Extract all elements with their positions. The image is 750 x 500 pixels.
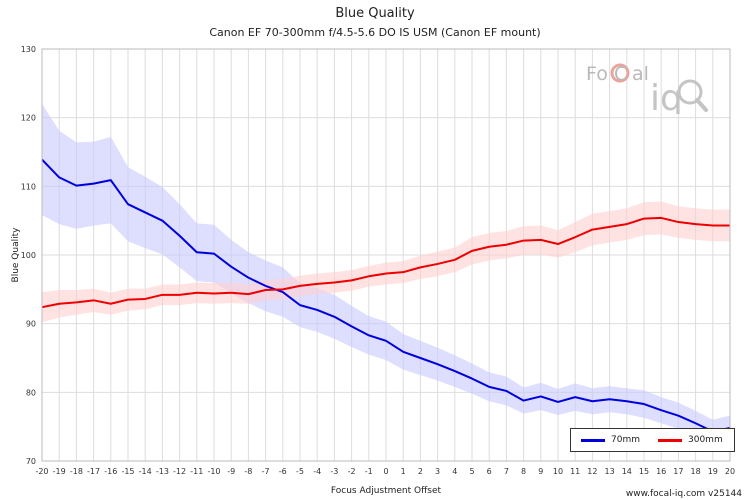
x-tick-label: 4 bbox=[452, 467, 457, 476]
x-tick-label: 19 bbox=[708, 467, 718, 476]
x-tick-label: -11 bbox=[190, 467, 203, 476]
x-tick-label: 5 bbox=[469, 467, 474, 476]
x-tick-label: -15 bbox=[121, 467, 134, 476]
y-axis-ticks: 70 80 90 100 110 120 130 bbox=[21, 45, 36, 466]
x-tick-label: -1 bbox=[365, 467, 373, 476]
x-tick-label: -7 bbox=[262, 467, 270, 476]
x-tick-label: 8 bbox=[521, 467, 526, 476]
y-tick-label: 90 bbox=[26, 320, 36, 329]
x-tick-label: -9 bbox=[227, 467, 235, 476]
credit-text: www.focal-iq.com v25144 bbox=[625, 489, 742, 499]
series-line-70mm bbox=[41, 158, 731, 433]
chart-subtitle: Canon EF 70-300mm f/4.5-5.6 DO IS USM (C… bbox=[209, 26, 541, 39]
x-tick-label: 17 bbox=[673, 467, 683, 476]
x-tick-label: -17 bbox=[87, 467, 100, 476]
x-tick-label: 12 bbox=[587, 467, 597, 476]
legend-label-70mm: 70mm bbox=[611, 435, 640, 445]
x-tick-label: -20 bbox=[35, 467, 48, 476]
svg-text:C: C bbox=[614, 63, 627, 85]
x-tick-label: -2 bbox=[348, 467, 356, 476]
x-tick-label: 10 bbox=[553, 467, 563, 476]
chart-title: Blue Quality bbox=[335, 6, 415, 21]
y-axis-label: Blue Quality bbox=[11, 227, 21, 283]
x-tick-label: 18 bbox=[691, 467, 701, 476]
x-tick-label: -8 bbox=[244, 467, 252, 476]
logo-wordmark: Fo bbox=[586, 63, 608, 85]
y-tick-label: 110 bbox=[21, 182, 36, 191]
x-tick-label: -13 bbox=[156, 467, 169, 476]
x-tick-label: -19 bbox=[53, 467, 66, 476]
legend-swatch-70mm bbox=[581, 438, 605, 442]
plot-frame bbox=[41, 48, 731, 462]
x-tick-label: 0 bbox=[383, 467, 388, 476]
legend-item-300mm: 300mm bbox=[658, 435, 723, 445]
x-tick-label: 2 bbox=[418, 467, 423, 476]
x-tick-label: 7 bbox=[504, 467, 509, 476]
band-300mm bbox=[42, 201, 730, 323]
x-tick-label: -4 bbox=[313, 467, 321, 476]
logo-c-ring bbox=[610, 63, 630, 83]
x-tick-label: -3 bbox=[330, 467, 338, 476]
x-tick-label: 16 bbox=[656, 467, 666, 476]
y-tick-label: 120 bbox=[21, 114, 36, 123]
x-tick-label: 6 bbox=[487, 467, 492, 476]
y-tick-label: 80 bbox=[26, 388, 36, 397]
legend-swatch-300mm bbox=[658, 438, 682, 442]
y-tick-label: 100 bbox=[21, 251, 36, 260]
x-tick-label: -12 bbox=[173, 467, 186, 476]
x-tick-label: -14 bbox=[139, 467, 152, 476]
series-line-300mm bbox=[41, 216, 730, 309]
x-tick-label: 11 bbox=[570, 467, 580, 476]
x-tick-label: 9 bbox=[538, 467, 543, 476]
legend-item-70mm: 70mm bbox=[581, 435, 640, 445]
svg-text:al: al bbox=[632, 63, 649, 85]
x-tick-label: 14 bbox=[622, 467, 632, 476]
x-tick-label: 1 bbox=[401, 467, 406, 476]
x-tick-label: -18 bbox=[70, 467, 83, 476]
x-tick-label: 13 bbox=[605, 467, 615, 476]
focal-iq-logo: Fo C al iq bbox=[586, 58, 716, 119]
y-tick-label: 70 bbox=[26, 457, 36, 466]
x-tick-label: 20 bbox=[725, 467, 735, 476]
x-tick-label: 3 bbox=[435, 467, 440, 476]
x-axis-label: Focus Adjustment Offset bbox=[331, 486, 442, 496]
series-lines bbox=[41, 158, 731, 433]
x-axis-ticks: -20 -19 -18 -17 -16 -15 -14 -13 -12 -11 -10 -9 -8 -7-… bbox=[35, 467, 735, 476]
magnifier-icon bbox=[677, 79, 708, 112]
chart-legend: 70mm 300mm bbox=[570, 428, 735, 452]
x-tick-label: 15 bbox=[639, 467, 649, 476]
x-tick-label: -5 bbox=[296, 467, 304, 476]
legend-label-300mm: 300mm bbox=[688, 435, 723, 445]
x-tick-label: -10 bbox=[207, 467, 220, 476]
x-tick-label: -16 bbox=[104, 467, 117, 476]
logo-iq: iq bbox=[650, 78, 683, 114]
y-tick-label: 130 bbox=[21, 45, 36, 54]
x-tick-label: -6 bbox=[279, 467, 287, 476]
